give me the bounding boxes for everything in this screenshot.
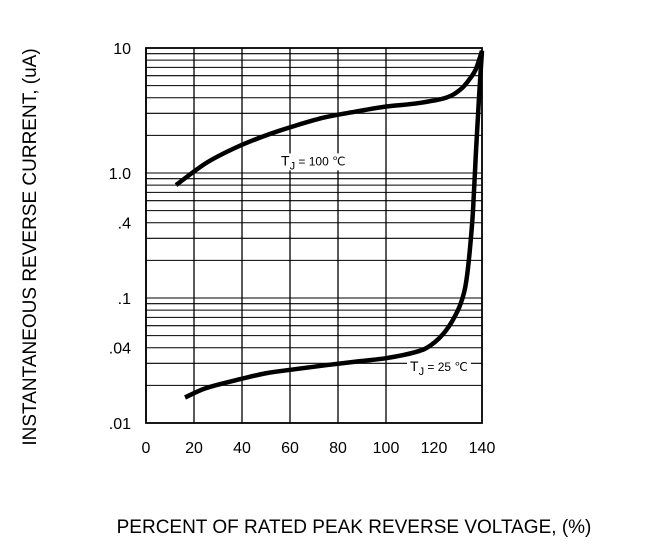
annotation-background-0 xyxy=(278,153,349,171)
plot-grid xyxy=(145,48,482,423)
y-axis-label: INSTANTANEOUS REVERSE CURRENT, (uA) xyxy=(20,48,41,445)
series-annotations: TJ = 100 ℃ TJ = 25 ℃ xyxy=(278,152,471,378)
tick-labels: 0 20 40 60 80 100 120 140 .01 .04 .1 .4 1.0 10 xyxy=(109,41,496,457)
series-line-1 xyxy=(184,50,485,400)
x-tick-label-4: 80 xyxy=(329,440,347,457)
annotation-text-1: TJ = 25 ℃ xyxy=(410,358,468,378)
y-tick-label-3: .4 xyxy=(118,216,131,233)
x-axis-label: PERCENT OF RATED PEAK REVERSE VOLTAGE, (… xyxy=(117,517,592,538)
series-lines xyxy=(174,50,485,400)
x-tick-label-7: 140 xyxy=(469,440,496,457)
x-tick-label-3: 60 xyxy=(281,440,299,457)
plot-frame xyxy=(145,47,483,424)
y-tick-label-0: .01 xyxy=(109,416,131,433)
series-annotation-1: TJ = 25 ℃ xyxy=(407,358,471,378)
annotation-text-0: TJ = 100 ℃ xyxy=(281,152,346,172)
annotation-background-1 xyxy=(407,359,471,377)
y-tick-label-4: 1.0 xyxy=(109,166,131,183)
plot-axes xyxy=(145,47,483,424)
x-tick-label-2: 40 xyxy=(233,440,251,457)
x-tick-label-6: 120 xyxy=(421,440,448,457)
x-tick-label-0: 0 xyxy=(142,440,151,457)
y-tick-label-2: .1 xyxy=(118,291,131,308)
series-annotation-0: TJ = 100 ℃ xyxy=(278,152,349,172)
series-line-0 xyxy=(174,50,485,187)
y-tick-label-1: .04 xyxy=(109,341,131,358)
x-tick-label-1: 20 xyxy=(185,440,203,457)
x-tick-label-5: 100 xyxy=(373,440,400,457)
y-tick-label-5: 10 xyxy=(113,41,131,58)
